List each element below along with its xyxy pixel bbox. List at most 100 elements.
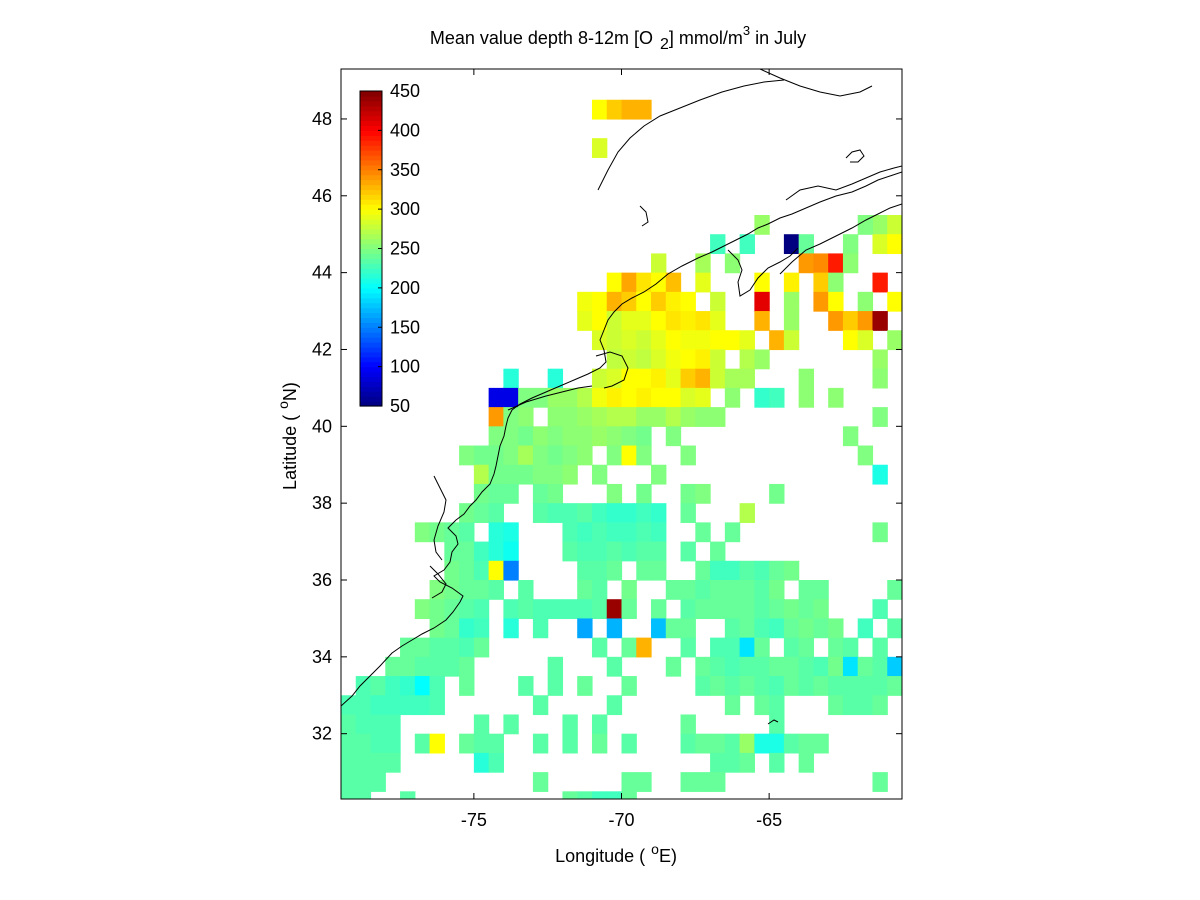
- data-cell: [385, 676, 401, 696]
- data-cell: [680, 714, 696, 735]
- data-cell: [459, 676, 475, 696]
- data-cell: [370, 772, 386, 792]
- data-cell: [562, 599, 578, 620]
- data-cell: [887, 215, 902, 235]
- data-cell: [680, 349, 696, 370]
- data-cell: [857, 311, 874, 331]
- data-cell: [887, 234, 902, 255]
- colorbar-band: [360, 179, 382, 186]
- data-cell: [518, 407, 534, 427]
- data-cell: [872, 215, 888, 235]
- data-cell: [872, 599, 888, 620]
- data-cell: [577, 311, 593, 331]
- x-tick-label: -75: [461, 810, 487, 830]
- colorbar-band: [360, 292, 382, 299]
- data-cell: [444, 637, 460, 658]
- data-cell: [651, 503, 667, 523]
- data-cell: [429, 618, 445, 639]
- data-cell: [636, 772, 652, 792]
- data-cell: [606, 695, 623, 716]
- data-cell: [798, 234, 815, 255]
- data-cell: [503, 407, 519, 427]
- y-tick-label: 38: [312, 493, 332, 513]
- data-cell: [769, 695, 785, 716]
- data-cell: [547, 503, 564, 523]
- coastline: [341, 69, 902, 725]
- data-cell: [724, 637, 741, 658]
- data-cell: [621, 599, 637, 620]
- data-cell: [710, 560, 726, 581]
- data-cell: [798, 752, 815, 773]
- colorbar-band: [360, 401, 382, 407]
- data-cell: [459, 541, 475, 562]
- data-cell: [459, 522, 475, 543]
- data-cell: [562, 791, 578, 799]
- data-cell: [680, 618, 696, 639]
- coastline-us-east: [341, 171, 902, 707]
- data-cell: [651, 541, 667, 562]
- data-cell: [532, 464, 549, 485]
- data-cell: [562, 522, 578, 543]
- colorbar-band: [360, 110, 382, 117]
- data-cell: [621, 291, 637, 312]
- colorbar-tick-label: 250: [390, 239, 420, 259]
- data-cell: [621, 311, 637, 331]
- data-cell: [606, 522, 623, 543]
- data-cell: [606, 407, 623, 427]
- y-axis-label: Latitude (oN): [275, 382, 300, 490]
- colorbar-gradient: [359, 90, 383, 407]
- title-superscript: 3: [743, 23, 750, 38]
- data-cell: [591, 311, 608, 331]
- data-cell: [488, 464, 504, 485]
- data-cell: [695, 407, 711, 427]
- data-cell: [532, 599, 549, 620]
- data-cell: [547, 368, 564, 389]
- data-cell: [621, 272, 637, 293]
- colorbar-band: [360, 376, 382, 382]
- data-cell: [606, 311, 623, 331]
- data-cell: [842, 695, 859, 716]
- data-cell: [665, 387, 682, 408]
- data-cell: [591, 464, 608, 485]
- data-cell: [813, 272, 829, 293]
- data-cell: [621, 791, 637, 799]
- data-cell: [651, 311, 667, 331]
- data-cell: [547, 445, 564, 466]
- data-cell: [828, 676, 844, 696]
- data-cell: [680, 503, 696, 523]
- colorbar-band: [360, 91, 382, 97]
- colorbar-band: [360, 145, 382, 151]
- data-cell: [503, 445, 519, 466]
- data-cell: [503, 714, 519, 735]
- data-cell: [621, 330, 637, 351]
- data-cell: [636, 349, 652, 370]
- data-cell: [783, 291, 800, 312]
- data-cell: [665, 291, 682, 312]
- data-cell: [444, 580, 460, 600]
- data-cell: [769, 483, 785, 504]
- data-cell: [577, 445, 593, 466]
- colorbar-band: [360, 223, 382, 230]
- x-tick-label: -70: [608, 810, 634, 830]
- data-cell: [739, 330, 755, 351]
- colorbar-band: [360, 258, 382, 264]
- data-cell: [828, 311, 844, 331]
- data-cell: [547, 676, 564, 696]
- colorbar-band: [360, 194, 382, 200]
- data-cell: [577, 387, 593, 408]
- colorbar-band: [360, 371, 382, 378]
- data-cell: [783, 311, 800, 331]
- data-cell: [680, 637, 696, 658]
- colorbar-band: [360, 342, 382, 348]
- data-cell: [754, 599, 770, 620]
- data-cell: [872, 772, 888, 792]
- x-axis: -75 -70 -65: [461, 69, 782, 830]
- data-cell: [370, 733, 386, 754]
- data-cell: [710, 291, 726, 312]
- colorbar-tick-label: 300: [390, 199, 420, 219]
- data-cell: [651, 464, 667, 485]
- colorbar-band: [360, 154, 382, 161]
- data-cell: [651, 349, 667, 370]
- data-cell: [503, 618, 519, 639]
- title-unit: ] mmol/m: [669, 28, 743, 48]
